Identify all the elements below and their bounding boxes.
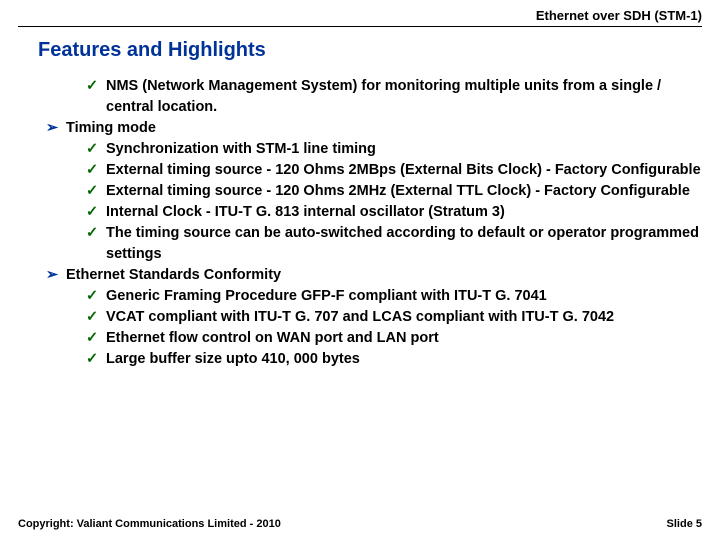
footer: Copyright: Valiant Communications Limite… [0,518,720,530]
arrow-icon: ➢ [46,265,66,286]
list-item: ➢ Ethernet Standards Conformity [46,265,702,286]
slide-number: Slide 5 [667,518,702,530]
list-item: ✓ External timing source - 120 Ohms 2MBp… [86,160,702,181]
arrow-icon: ➢ [46,118,66,139]
check-icon: ✓ [86,286,106,307]
item-text: NMS (Network Management System) for moni… [106,76,702,118]
list-item: ➢ Timing mode [46,118,702,139]
list-item: ✓ External timing source - 120 Ohms 2MHz… [86,181,702,202]
list-item: ✓ Generic Framing Procedure GFP-F compli… [86,286,702,307]
item-text: Large buffer size upto 410, 000 bytes [106,349,702,370]
list-item: ✓ The timing source can be auto-switched… [86,223,702,265]
item-text: Synchronization with STM-1 line timing [106,139,702,160]
check-icon: ✓ [86,328,106,349]
check-icon: ✓ [86,139,106,160]
slide-page: Ethernet over SDH (STM-1) Features and H… [0,0,720,540]
item-text: External timing source - 120 Ohms 2MHz (… [106,181,702,202]
item-text: Internal Clock - ITU-T G. 813 internal o… [106,202,702,223]
list-item: ✓ NMS (Network Management System) for mo… [86,76,702,118]
check-icon: ✓ [86,223,106,244]
check-icon: ✓ [86,307,106,328]
item-text: Ethernet flow control on WAN port and LA… [106,328,702,349]
section-title: Features and Highlights [38,39,702,62]
item-text: VCAT compliant with ITU-T G. 707 and LCA… [106,307,702,328]
copyright-text: Copyright: Valiant Communications Limite… [18,518,281,530]
check-icon: ✓ [86,349,106,370]
item-text: Timing mode [66,118,702,139]
item-text: The timing source can be auto-switched a… [106,223,702,265]
check-icon: ✓ [86,181,106,202]
list-item: ✓ Ethernet flow control on WAN port and … [86,328,702,349]
item-text: Generic Framing Procedure GFP-F complian… [106,286,702,307]
item-text: External timing source - 120 Ohms 2MBps … [106,160,702,181]
check-icon: ✓ [86,202,106,223]
header-rule: Ethernet over SDH (STM-1) [18,8,702,27]
check-icon: ✓ [86,76,106,97]
item-text: Ethernet Standards Conformity [66,265,702,286]
content-list: ✓ NMS (Network Management System) for mo… [46,76,702,370]
check-icon: ✓ [86,160,106,181]
list-item: ✓ Synchronization with STM-1 line timing [86,139,702,160]
list-item: ✓ Large buffer size upto 410, 000 bytes [86,349,702,370]
list-item: ✓ Internal Clock - ITU-T G. 813 internal… [86,202,702,223]
header-title: Ethernet over SDH (STM-1) [18,8,702,23]
list-item: ✓ VCAT compliant with ITU-T G. 707 and L… [86,307,702,328]
